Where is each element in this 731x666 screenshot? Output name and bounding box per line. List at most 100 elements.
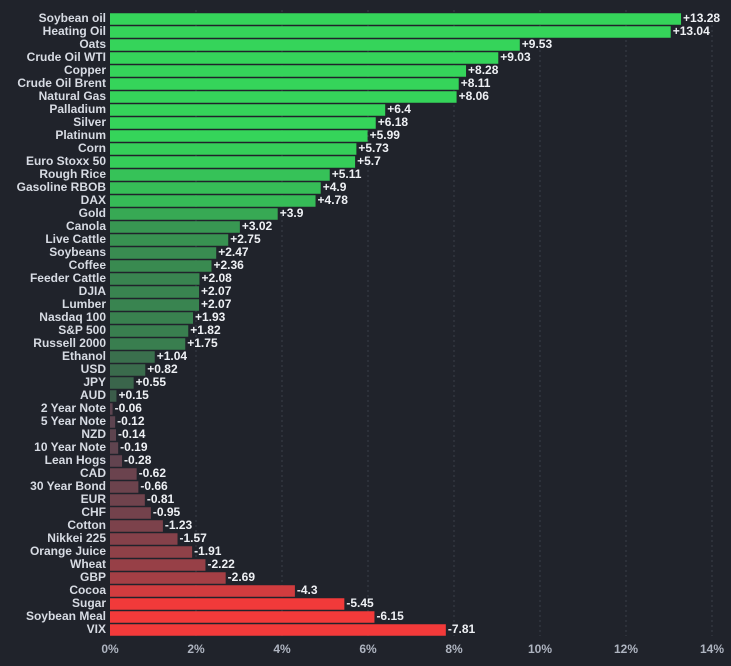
category-label: 2 Year Note [41, 401, 106, 415]
value-label: +2.07 [201, 297, 232, 311]
value-label: +9.03 [500, 50, 531, 64]
category-label: Wheat [70, 557, 106, 571]
category-label: Palladium [49, 102, 106, 116]
value-label: +2.75 [230, 232, 261, 246]
category-label: Natural Gas [39, 89, 107, 103]
category-label: Soybean Meal [26, 609, 106, 623]
value-label: +2.47 [218, 245, 249, 259]
category-label: DAX [81, 193, 106, 207]
x-tick-label: 12% [614, 642, 638, 656]
bar [110, 91, 457, 103]
value-label: -2.69 [228, 570, 256, 584]
value-label: -0.81 [147, 492, 175, 506]
value-label: +0.82 [147, 362, 178, 376]
bar [110, 403, 113, 415]
bar [110, 39, 520, 51]
bar [110, 611, 375, 623]
category-label: Coffee [69, 258, 107, 272]
bar [110, 390, 117, 402]
category-label: Sugar [72, 596, 106, 610]
category-label: Feeder Cattle [30, 271, 106, 285]
bar [110, 429, 117, 441]
value-label: +8.28 [468, 63, 499, 77]
bar [110, 351, 155, 363]
value-label: +2.07 [201, 284, 232, 298]
bar [110, 377, 134, 389]
value-label: -0.12 [117, 414, 145, 428]
value-label: -1.23 [165, 518, 193, 532]
category-label: VIX [87, 622, 106, 636]
value-label: +8.11 [461, 76, 491, 90]
value-label: -0.28 [124, 453, 152, 467]
bar [110, 273, 200, 285]
value-label: -0.14 [118, 427, 146, 441]
bar [110, 13, 682, 25]
category-label: Platinum [55, 128, 106, 142]
bar [110, 364, 146, 376]
bar [110, 247, 217, 259]
bar [110, 26, 671, 38]
value-label: -0.66 [140, 479, 168, 493]
bar [110, 546, 193, 558]
value-label: +6.18 [378, 115, 409, 129]
category-label: Live Cattle [45, 232, 106, 246]
bar [110, 65, 467, 77]
category-label: Orange Juice [30, 544, 106, 558]
category-label: DJIA [79, 284, 107, 298]
bar [110, 481, 139, 493]
value-label: -0.95 [153, 505, 181, 519]
category-label: Corn [78, 141, 106, 155]
value-label: -0.19 [120, 440, 148, 454]
x-tick-label: 0% [101, 642, 119, 656]
x-tick-label: 6% [359, 642, 377, 656]
value-label: +5.7 [357, 154, 381, 168]
category-label: Nasdaq 100 [39, 310, 106, 324]
category-label: USD [81, 362, 107, 376]
value-label: +1.82 [190, 323, 221, 337]
bar [110, 585, 295, 597]
bar [110, 156, 356, 168]
category-label: Russell 2000 [33, 336, 106, 350]
value-label: -1.91 [194, 544, 222, 558]
value-label: +5.99 [370, 128, 401, 142]
value-label: -0.62 [139, 466, 167, 480]
bars [110, 13, 682, 636]
category-label: Gold [79, 206, 106, 220]
bar [110, 299, 200, 311]
value-label: +4.78 [318, 193, 349, 207]
bar [110, 520, 163, 532]
bar [110, 78, 459, 90]
category-label: Copper [64, 63, 106, 77]
bar [110, 104, 386, 116]
x-tick-label: 10% [528, 642, 552, 656]
bar [110, 416, 116, 428]
category-label: CHF [81, 505, 106, 519]
value-label: +4.9 [323, 180, 347, 194]
bar [110, 325, 189, 337]
bar [110, 598, 345, 610]
value-label: +5.73 [358, 141, 389, 155]
category-label: EUR [81, 492, 107, 506]
x-tick-label: 2% [187, 642, 205, 656]
category-label: Euro Stoxx 50 [26, 154, 106, 168]
category-label: GBP [80, 570, 106, 584]
bar [110, 572, 226, 584]
bar [110, 234, 229, 246]
bar [110, 52, 499, 64]
category-label: NZD [81, 427, 106, 441]
bar [110, 195, 316, 207]
bar [110, 468, 137, 480]
bar [110, 494, 145, 506]
bar [110, 455, 123, 467]
value-label: +1.93 [195, 310, 226, 324]
value-label: -2.22 [207, 557, 235, 571]
category-label: 10 Year Note [34, 440, 106, 454]
category-label: Rough Rice [39, 167, 106, 181]
category-label: Soybeans [49, 245, 106, 259]
grid-lines [195, 10, 713, 636]
value-label: +0.55 [136, 375, 167, 389]
value-label: +2.36 [213, 258, 244, 272]
category-label: Oats [79, 37, 106, 51]
category-label: S&P 500 [58, 323, 106, 337]
